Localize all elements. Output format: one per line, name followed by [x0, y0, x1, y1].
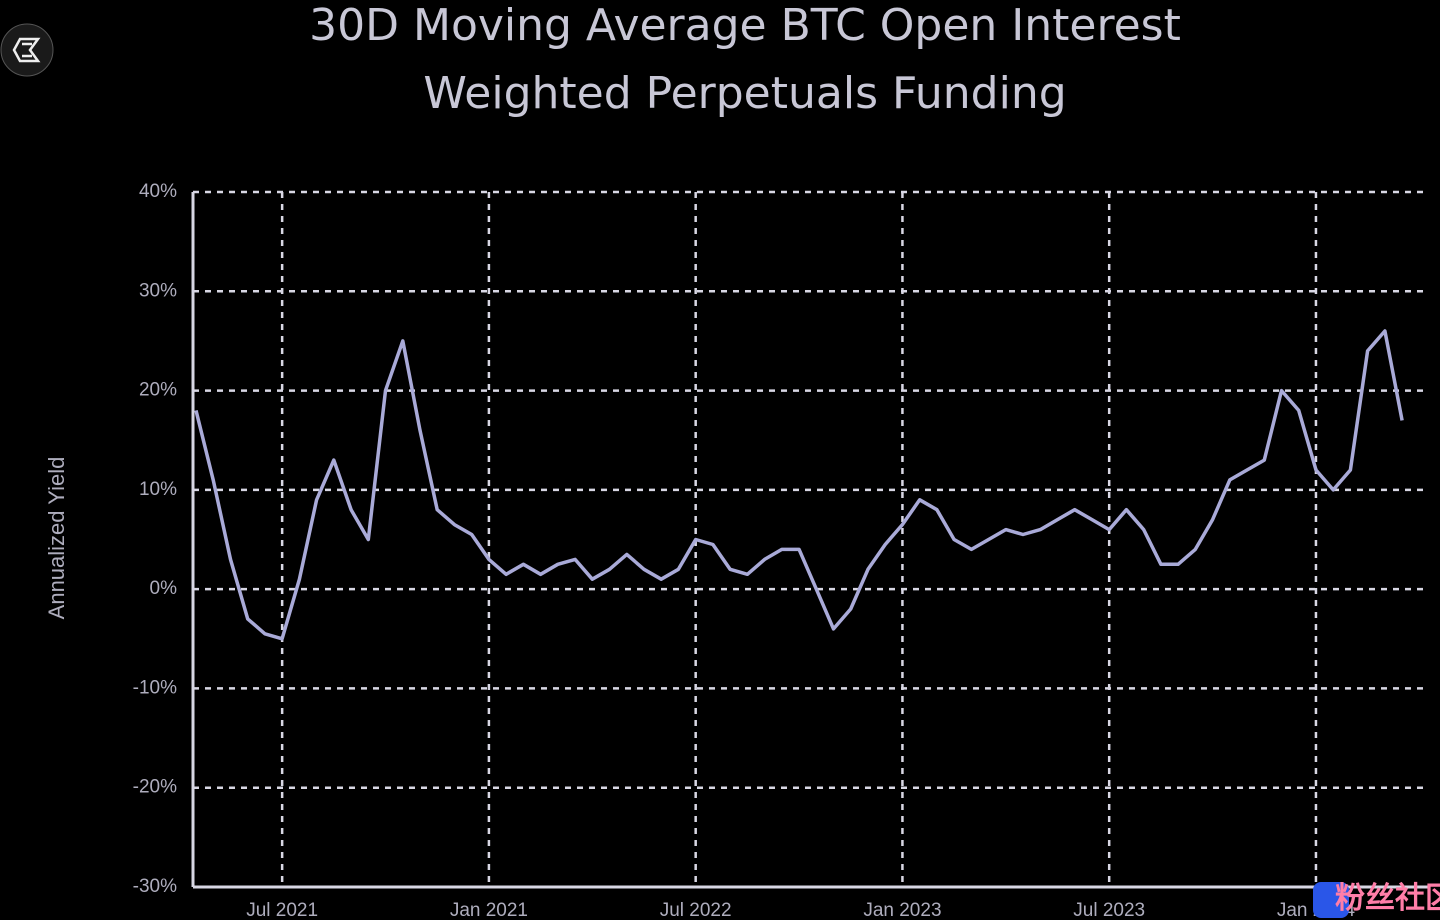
y-tick-label: 30%: [139, 280, 177, 301]
y-tick-label: -20%: [133, 777, 177, 798]
x-tick-label: Jul 2021: [246, 900, 318, 920]
logo: [0, 23, 54, 77]
y-tick-label: 20%: [139, 380, 177, 401]
watermark-icon: [1313, 882, 1349, 918]
y-tick-label: -30%: [133, 876, 177, 897]
x-tick-label: Jan 2021: [450, 900, 528, 920]
y-tick-label: -10%: [133, 677, 177, 698]
y-tick-label: 40%: [139, 181, 177, 202]
y-axis-label: Annualized Yield: [44, 457, 69, 620]
y-tick-label: 10%: [139, 479, 177, 500]
x-tick-label: Jan 2023: [863, 900, 941, 920]
x-tick-label: Jul 2023: [1073, 900, 1145, 920]
x-tick-label: Jul 2022: [660, 900, 732, 920]
data-line: [194, 329, 1404, 641]
y-tick-label: 0%: [150, 578, 178, 599]
chart-title: 30D Moving Average BTC Open Interest Wei…: [309, 0, 1181, 119]
watermark: 粉丝社区: [1335, 882, 1440, 915]
